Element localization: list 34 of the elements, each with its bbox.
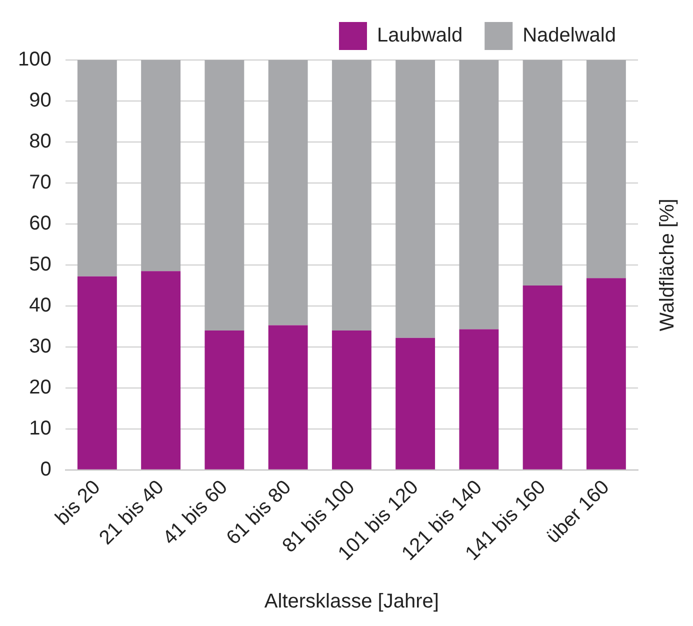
legend-label: Laubwald [376,24,463,47]
bar [268,325,308,470]
x-axis-title: Altersklasse [Jahre] [264,590,439,613]
bar [459,60,499,330]
bar [204,60,244,331]
y-tick-label: 40 [29,294,52,316]
bar [204,330,244,470]
bar [396,60,436,338]
y-tick-label: 10 [29,417,52,440]
bar [77,276,117,470]
y-tick-label: 50 [29,253,52,276]
bar [459,329,499,470]
bar [522,60,562,286]
bar [522,285,562,470]
y-tick-label: 0 [40,458,52,480]
y-tick-label: 80 [29,130,52,152]
y-tick-label: 60 [29,212,52,234]
bar [141,60,181,272]
y-tick-label: 30 [29,335,52,358]
y-tick-label: 20 [29,376,52,398]
y-axis-title: Waldfläche [%] [656,198,679,332]
bar [332,60,372,331]
bar [332,330,372,470]
bar [586,60,626,278]
bar [586,278,626,470]
x-tick-label: bis 20 [51,476,105,530]
bar [141,271,181,470]
legend-label: Nadelwald [522,24,616,47]
bar [77,60,117,276]
y-tick-label: 90 [29,90,52,112]
y-tick-label: 70 [29,171,52,194]
bar [268,60,308,326]
bar [396,338,436,470]
y-tick-label: 100 [18,48,52,71]
